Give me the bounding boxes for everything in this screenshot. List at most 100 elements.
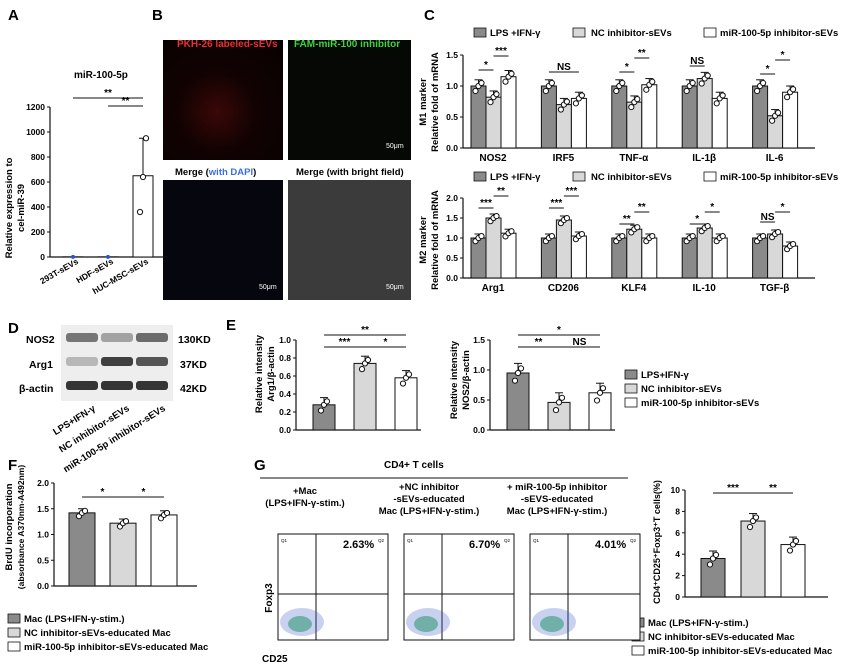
legend-swatch-lps bbox=[473, 27, 487, 38]
legend-label-mir: miR-100-5p inhibitor-sEVs bbox=[720, 28, 838, 39]
panel-letter-d: D bbox=[8, 320, 19, 337]
g-header: CD4+ T cells bbox=[384, 460, 444, 471]
wb-label-arg1: Arg1 bbox=[29, 359, 53, 371]
g-bar-y-tick-label: 4 bbox=[675, 549, 680, 559]
legend-label-nc: NC inhibitor-sEVs bbox=[591, 28, 672, 39]
c-m1-bar bbox=[696, 78, 713, 149]
c-m1-dot bbox=[643, 86, 650, 93]
f-dot bbox=[122, 518, 130, 525]
sig-a: ** bbox=[122, 96, 130, 107]
flow-quadrant-label: Q2 bbox=[378, 538, 385, 543]
g-bar-dot bbox=[712, 551, 720, 558]
c-m2-y-tick-label: 1.0 bbox=[446, 233, 458, 243]
c-m1-ylabel: M1 marker bbox=[418, 78, 429, 126]
legend-swatch-mir bbox=[624, 397, 638, 408]
c-m1-dot bbox=[619, 79, 626, 87]
f-y-tick-label: 1.5 bbox=[37, 504, 49, 514]
g-bar-dot bbox=[746, 523, 754, 531]
c-m2-dot bbox=[760, 232, 767, 240]
legend-swatch-nc bbox=[572, 27, 586, 38]
c-m2-bar bbox=[540, 237, 557, 279]
c-m2-dot bbox=[563, 214, 571, 222]
panel-a-ylabel: cel-miR-39 bbox=[16, 184, 27, 232]
g-bar-y-tick-label: 0 bbox=[675, 592, 680, 602]
wb-size-42: 42KD bbox=[180, 383, 207, 395]
c-m1-bar bbox=[681, 85, 698, 149]
c-m1-dot bbox=[478, 79, 485, 87]
c-m1-x-label: IL-6 bbox=[766, 153, 784, 164]
sig-g: *** bbox=[727, 483, 739, 494]
c-m1-bar bbox=[752, 85, 769, 149]
e-left-y-tick-label: 0.8 bbox=[279, 353, 291, 363]
sig-f: * bbox=[101, 487, 105, 498]
c-m1-bar bbox=[711, 97, 728, 149]
dot-a bbox=[139, 173, 147, 181]
e-right-dot bbox=[514, 369, 522, 377]
c-m2-y-tick-label: 0.0 bbox=[446, 273, 458, 283]
e-right-y-tick-label: 1.0 bbox=[473, 365, 485, 375]
c-m2-dot bbox=[790, 240, 797, 248]
e-left-bar bbox=[353, 362, 377, 431]
label-merge-dapi: Merge (with DAPI) bbox=[175, 167, 256, 178]
e-left-ylabel: Relative intensity bbox=[254, 334, 265, 413]
c-m1-dot bbox=[502, 78, 509, 85]
g-flow-ylabel: Foxp3 bbox=[264, 583, 275, 613]
c-m1-dot bbox=[784, 94, 791, 101]
label-fam: FAM-miR-100 inhibitor bbox=[294, 40, 401, 50]
flow-percent: 4.01% bbox=[595, 539, 626, 551]
c-m1-sig: * bbox=[625, 62, 629, 73]
g-title-line: Mac (LPS+IFN-γ-stim.) bbox=[379, 506, 480, 517]
f-bar bbox=[109, 522, 137, 587]
c-m1-y-tick-label: 1.5 bbox=[446, 50, 458, 60]
legend-label-nc: NC inhibitor-sEVs bbox=[591, 172, 672, 183]
c-m2-bar bbox=[641, 237, 658, 279]
c-m2-bar bbox=[611, 237, 628, 279]
c-m2-dot bbox=[578, 230, 586, 238]
c-m2-sig: * bbox=[781, 202, 785, 213]
legend-label-lps: LPS +IFN-γ bbox=[490, 172, 541, 183]
e-right-bar bbox=[588, 392, 612, 431]
c-m2-x-label: KLF4 bbox=[621, 283, 646, 294]
g-bar-dot bbox=[706, 561, 714, 568]
e-left-dot bbox=[405, 371, 413, 378]
c-m1-x-label: TNF-α bbox=[619, 153, 649, 164]
sig-e-left: *** bbox=[339, 337, 351, 348]
label-merge-bright: Merge (with bright field) bbox=[296, 167, 404, 178]
c-m2-dot bbox=[649, 232, 656, 240]
c-m2-dot bbox=[775, 228, 782, 236]
micrograph-pkh26: PKH-26 labeled-sEVs bbox=[163, 40, 283, 160]
c-m2-y-tick-label: 1.5 bbox=[446, 213, 458, 223]
c-m1-dot bbox=[689, 79, 696, 87]
c-m1-sig: *** bbox=[495, 46, 507, 57]
e-right-dot bbox=[555, 399, 563, 406]
c-m1-dot bbox=[548, 79, 556, 87]
legend-label-lps: LPS+IFN-γ bbox=[641, 370, 689, 381]
legend-label-mac: Mac (LPS+IFN-γ-stim.) bbox=[24, 614, 125, 625]
flow-quadrant-label: Q2 bbox=[630, 538, 637, 543]
g-bar-dot bbox=[752, 514, 760, 521]
c-m2-dot bbox=[478, 232, 485, 240]
f-bar bbox=[150, 514, 178, 587]
g-bar-dot bbox=[792, 537, 800, 545]
c-m1-dot bbox=[775, 109, 782, 116]
legend-label-mac: Mac (LPS+IFN-γ-stim.) bbox=[648, 618, 749, 629]
c-m1-sig: ** bbox=[638, 48, 646, 59]
wb-band bbox=[101, 381, 133, 390]
micrograph-merge-dapi: 50μm bbox=[163, 180, 283, 300]
panel-letter-e: E bbox=[226, 317, 236, 334]
c-m2-dot bbox=[493, 212, 500, 220]
c-m1-bar bbox=[540, 85, 557, 149]
c-m1-x-label: IL-1β bbox=[692, 153, 716, 164]
e-right-dot bbox=[596, 389, 604, 396]
c-m1-dot bbox=[557, 106, 565, 113]
c-m2-sig: ** bbox=[638, 202, 646, 213]
c-m2-bar bbox=[470, 237, 487, 279]
c-m2-bar bbox=[485, 217, 502, 279]
a-y-tick-label: 600 bbox=[31, 177, 45, 187]
c-m1-bar bbox=[485, 96, 502, 149]
dot-a bbox=[136, 208, 144, 216]
legend-label-nc: NC inhibitor-sEVs bbox=[641, 384, 722, 395]
legend-label-mir: miR-100-5p inhibitor-sEVs-educated Mac bbox=[24, 642, 208, 653]
e-right-dot bbox=[552, 406, 560, 414]
g-flow-xlabel: CD25 bbox=[262, 654, 288, 665]
